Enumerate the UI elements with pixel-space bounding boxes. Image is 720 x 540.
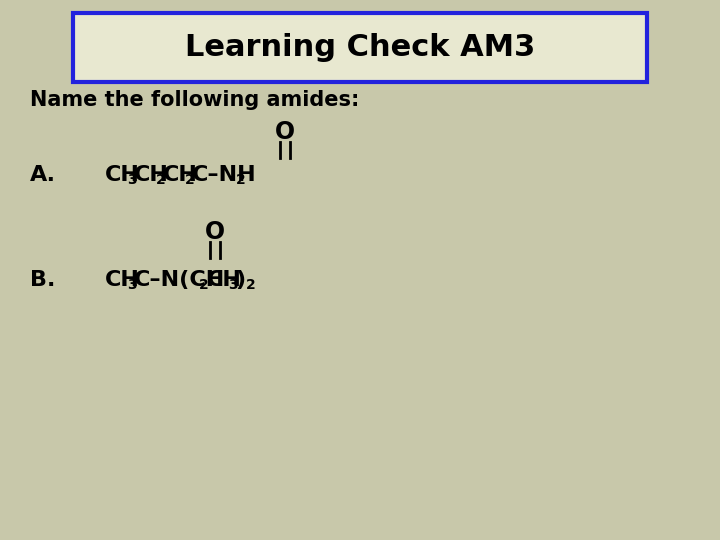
Text: C–N(CH: C–N(CH xyxy=(134,270,225,290)
Text: 2: 2 xyxy=(246,278,256,292)
Text: Learning Check AM3: Learning Check AM3 xyxy=(185,33,535,63)
Text: Name the following amides:: Name the following amides: xyxy=(30,90,359,110)
Text: 2: 2 xyxy=(235,173,245,187)
Text: CH: CH xyxy=(163,165,198,185)
Text: CH: CH xyxy=(134,165,168,185)
Text: 2: 2 xyxy=(156,173,166,187)
Text: 3: 3 xyxy=(228,278,238,292)
Text: ): ) xyxy=(235,270,246,290)
FancyBboxPatch shape xyxy=(73,13,647,82)
Text: CH: CH xyxy=(105,270,140,290)
Text: 3: 3 xyxy=(127,173,136,187)
Text: 2: 2 xyxy=(184,173,194,187)
Text: B.: B. xyxy=(30,270,55,290)
Text: CH: CH xyxy=(105,165,140,185)
Text: O: O xyxy=(275,120,295,144)
Text: A.: A. xyxy=(30,165,56,185)
Text: O: O xyxy=(205,220,225,244)
Text: 3: 3 xyxy=(127,278,136,292)
Text: CH: CH xyxy=(207,270,241,290)
Text: 2: 2 xyxy=(199,278,209,292)
Text: C–NH: C–NH xyxy=(192,165,256,185)
